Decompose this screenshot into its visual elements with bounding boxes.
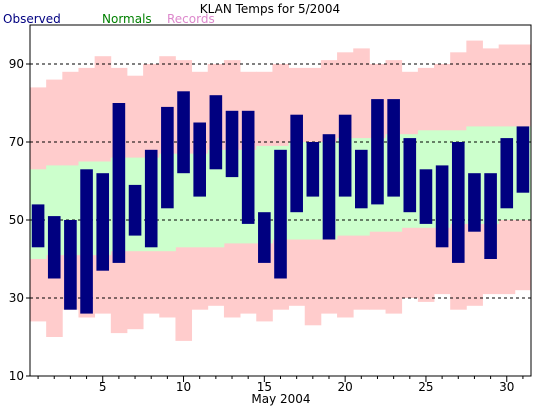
observed-bar-day-13	[225, 110, 239, 178]
observed-bar-day-16	[274, 149, 287, 279]
observed-bar-day-18	[306, 142, 320, 197]
y-tick-label-30: 30	[9, 291, 24, 305]
y-tick-label-70: 70	[9, 135, 24, 149]
observed-bar-day-1	[31, 204, 45, 248]
x-tick-label-15: 15	[257, 380, 272, 394]
observed-bar-day-11	[193, 122, 206, 197]
y-tick-label-90: 90	[9, 57, 24, 71]
y-tick-label-10: 10	[9, 369, 24, 383]
observed-bar-day-15	[258, 212, 271, 263]
observed-bar-day-21	[355, 149, 368, 209]
observed-bar-day-17	[290, 114, 303, 213]
x-tick-label-25: 25	[418, 380, 433, 394]
normals-bar-day-10	[175, 153, 193, 248]
observed-bar-day-5	[96, 173, 110, 271]
observed-bar-day-4	[80, 169, 93, 314]
observed-bar-day-24	[403, 138, 417, 213]
observed-bar-day-22	[371, 99, 384, 205]
observed-bar-day-29	[484, 173, 497, 259]
observed-bars	[31, 91, 530, 314]
observed-bar-day-20	[338, 114, 352, 197]
observed-bar-day-27	[451, 142, 465, 263]
legend-observed: Observed	[3, 12, 61, 26]
observed-bar-day-31	[516, 126, 530, 193]
observed-bar-day-9	[161, 106, 174, 209]
observed-bar-day-26	[435, 165, 449, 248]
observed-bar-day-28	[468, 173, 481, 232]
legend-normals: Normals	[102, 12, 152, 26]
observed-bar-day-30	[500, 138, 514, 209]
observed-bar-day-25	[419, 169, 433, 224]
observed-bar-day-19	[322, 134, 336, 240]
x-tick-label-10: 10	[176, 380, 191, 394]
observed-bar-day-3	[64, 220, 77, 310]
x-tick-label-5: 5	[99, 380, 107, 394]
legend-records: Records	[167, 12, 215, 26]
chart-title: KLAN Temps for 5/2004	[200, 2, 340, 16]
axes: 10 30 50 70 90 5 10 15 20 25 30	[9, 24, 532, 394]
x-tick-label-20: 20	[338, 380, 353, 394]
observed-bar-day-6	[112, 103, 126, 263]
observed-bar-day-7	[128, 184, 142, 236]
observed-bar-day-14	[241, 110, 255, 224]
observed-bar-day-2	[47, 216, 61, 279]
observed-bar-day-8	[144, 149, 158, 248]
x-tick-label-30: 30	[499, 380, 514, 394]
y-tick-label-50: 50	[9, 213, 24, 227]
observed-bar-day-10	[177, 91, 190, 174]
normals-bar-day-12	[207, 149, 225, 248]
x-axis-label: May 2004	[251, 392, 310, 406]
observed-bar-day-23	[387, 99, 400, 197]
observed-bar-day-12	[209, 95, 223, 170]
